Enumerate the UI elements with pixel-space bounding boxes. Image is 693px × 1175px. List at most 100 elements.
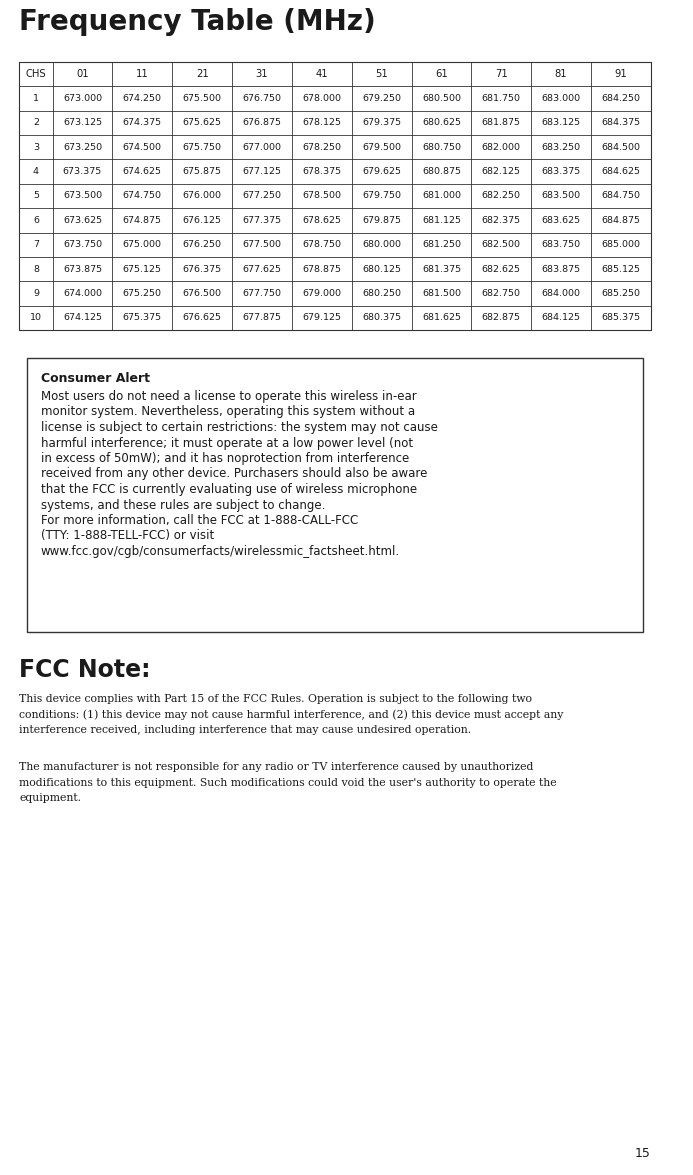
Text: 679.500: 679.500 (362, 143, 401, 152)
Text: conditions: (1) this device may not cause harmful interference, and (2) this dev: conditions: (1) this device may not caus… (19, 710, 563, 720)
Text: 677.500: 677.500 (243, 240, 281, 249)
Text: 684.875: 684.875 (602, 216, 640, 224)
Text: 676.875: 676.875 (243, 119, 281, 127)
Text: 682.875: 682.875 (482, 314, 520, 322)
Text: 11: 11 (136, 69, 149, 79)
Text: 675.750: 675.750 (183, 143, 222, 152)
Text: 680.500: 680.500 (422, 94, 461, 103)
Text: 41: 41 (315, 69, 328, 79)
Text: 683.250: 683.250 (541, 143, 581, 152)
Text: www.fcc.gov/cgb/consumerfacts/wirelessmic_factsheet.html.: www.fcc.gov/cgb/consumerfacts/wirelessmi… (41, 545, 400, 558)
Text: Most users do not need a license to operate this wireless in-ear: Most users do not need a license to oper… (41, 390, 416, 403)
Text: 677.375: 677.375 (243, 216, 281, 224)
Text: 677.000: 677.000 (243, 143, 281, 152)
Text: 678.250: 678.250 (302, 143, 342, 152)
Text: 682.375: 682.375 (482, 216, 521, 224)
Text: 682.000: 682.000 (482, 143, 520, 152)
Text: 677.875: 677.875 (243, 314, 281, 322)
Text: 676.000: 676.000 (183, 192, 222, 201)
Text: 684.500: 684.500 (602, 143, 640, 152)
Text: 9: 9 (33, 289, 39, 298)
Text: 683.625: 683.625 (541, 216, 581, 224)
Text: 680.750: 680.750 (422, 143, 461, 152)
Text: 679.000: 679.000 (302, 289, 342, 298)
Text: 678.625: 678.625 (302, 216, 342, 224)
Text: 61: 61 (435, 69, 448, 79)
Text: 673.750: 673.750 (63, 240, 102, 249)
Text: 675.500: 675.500 (183, 94, 222, 103)
Text: 679.750: 679.750 (362, 192, 401, 201)
Text: 673.000: 673.000 (63, 94, 102, 103)
Text: 677.250: 677.250 (243, 192, 281, 201)
Text: 673.500: 673.500 (63, 192, 102, 201)
Text: 685.250: 685.250 (602, 289, 640, 298)
Text: (TTY: 1-888-TELL-FCC) or visit: (TTY: 1-888-TELL-FCC) or visit (41, 530, 214, 543)
Text: interference received, including interference that may cause undesired operation: interference received, including interfe… (19, 725, 471, 736)
Text: harmful interference; it must operate at a low power level (not: harmful interference; it must operate at… (41, 436, 413, 450)
Text: 676.750: 676.750 (243, 94, 281, 103)
Text: equipment.: equipment. (19, 793, 81, 803)
Text: The manufacturer is not responsible for any radio or TV interference caused by u: The manufacturer is not responsible for … (19, 763, 534, 772)
Text: 676.375: 676.375 (182, 264, 222, 274)
Text: 684.750: 684.750 (602, 192, 640, 201)
Text: 673.875: 673.875 (63, 264, 102, 274)
Text: 679.875: 679.875 (362, 216, 401, 224)
Text: 681.625: 681.625 (422, 314, 461, 322)
Text: 683.000: 683.000 (541, 94, 581, 103)
Text: Consumer Alert: Consumer Alert (41, 372, 150, 385)
Text: 683.125: 683.125 (541, 119, 581, 127)
Text: 684.375: 684.375 (602, 119, 640, 127)
Text: 682.125: 682.125 (482, 167, 520, 176)
Text: 681.000: 681.000 (422, 192, 461, 201)
Text: 675.125: 675.125 (123, 264, 162, 274)
Text: 680.625: 680.625 (422, 119, 461, 127)
Text: 674.625: 674.625 (123, 167, 162, 176)
Text: 676.500: 676.500 (183, 289, 222, 298)
Text: 674.125: 674.125 (63, 314, 102, 322)
Text: 675.625: 675.625 (183, 119, 222, 127)
Text: 685.000: 685.000 (602, 240, 640, 249)
Text: FCC Note:: FCC Note: (19, 658, 151, 682)
Text: 679.125: 679.125 (302, 314, 342, 322)
Text: 674.500: 674.500 (123, 143, 162, 152)
Text: 680.250: 680.250 (362, 289, 401, 298)
Text: 681.875: 681.875 (482, 119, 520, 127)
Text: 21: 21 (196, 69, 209, 79)
Text: 7: 7 (33, 240, 39, 249)
Text: 4: 4 (33, 167, 39, 176)
Text: Frequency Table (MHz): Frequency Table (MHz) (19, 8, 376, 36)
Text: in excess of 50mW); and it has noprotection from interference: in excess of 50mW); and it has noprotect… (41, 452, 409, 465)
Text: 5: 5 (33, 192, 39, 201)
Text: 676.125: 676.125 (183, 216, 222, 224)
Text: 674.375: 674.375 (123, 119, 162, 127)
Text: 684.250: 684.250 (602, 94, 640, 103)
Text: 3: 3 (33, 143, 39, 152)
Text: 2: 2 (33, 119, 39, 127)
Text: 682.750: 682.750 (482, 289, 520, 298)
Text: 679.625: 679.625 (362, 167, 401, 176)
Text: 684.125: 684.125 (542, 314, 581, 322)
Text: 15: 15 (635, 1147, 651, 1160)
Text: 682.625: 682.625 (482, 264, 520, 274)
Text: 681.750: 681.750 (482, 94, 520, 103)
Text: 31: 31 (256, 69, 268, 79)
Text: 51: 51 (375, 69, 388, 79)
Text: 677.125: 677.125 (243, 167, 281, 176)
Text: For more information, call the FCC at 1-888-CALL-FCC: For more information, call the FCC at 1-… (41, 513, 358, 528)
Text: 681.125: 681.125 (422, 216, 461, 224)
Text: 683.875: 683.875 (541, 264, 581, 274)
Text: 675.000: 675.000 (123, 240, 162, 249)
Text: 683.750: 683.750 (541, 240, 581, 249)
Text: 81: 81 (555, 69, 568, 79)
Text: received from any other device. Purchasers should also be aware: received from any other device. Purchase… (41, 468, 427, 481)
Text: 678.875: 678.875 (302, 264, 342, 274)
Text: 673.125: 673.125 (63, 119, 102, 127)
Text: 673.250: 673.250 (63, 143, 102, 152)
Text: 681.250: 681.250 (422, 240, 461, 249)
Text: 01: 01 (76, 69, 89, 79)
Text: 680.125: 680.125 (362, 264, 401, 274)
Text: monitor system. Nevertheless, operating this system without a: monitor system. Nevertheless, operating … (41, 405, 414, 418)
Text: 681.375: 681.375 (422, 264, 461, 274)
Bar (27, 358, 643, 632)
Text: 679.375: 679.375 (362, 119, 401, 127)
